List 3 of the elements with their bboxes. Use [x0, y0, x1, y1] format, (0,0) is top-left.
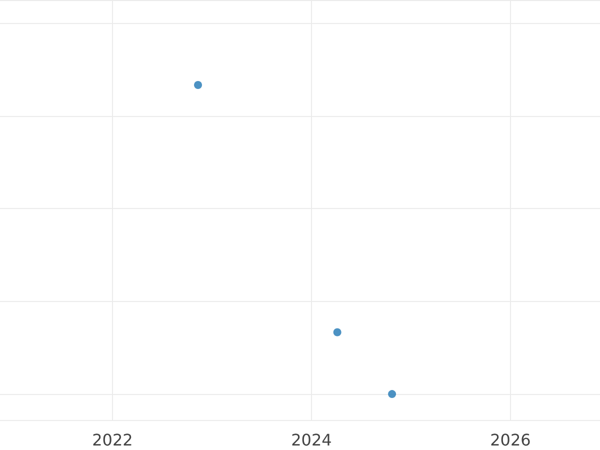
x-tick-label: 2022 [92, 430, 133, 450]
x-tick-label: 2024 [291, 430, 332, 450]
x-tick-label: 2026 [490, 430, 531, 450]
